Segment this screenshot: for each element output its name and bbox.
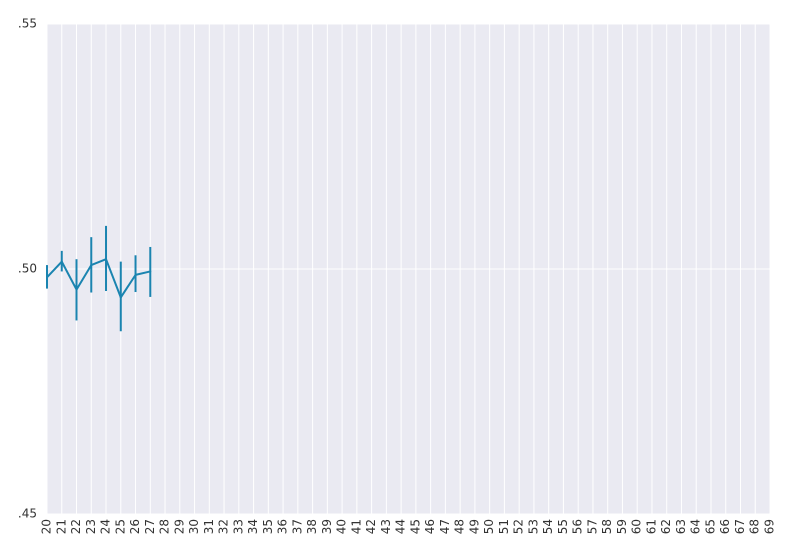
x-tick-label: 37 (290, 519, 304, 534)
y-tick-label: .55 (18, 17, 37, 31)
x-tick-label: 41 (349, 519, 363, 534)
x-tick-label: 55 (556, 519, 570, 534)
x-tick-label: 52 (512, 519, 526, 534)
x-tick-label: 23 (84, 519, 98, 534)
x-tick-label: 64 (689, 519, 703, 534)
x-tick-label: 56 (571, 519, 585, 534)
x-tick-label: 42 (364, 519, 378, 534)
x-tick-label: 48 (453, 519, 467, 534)
series-layer (46, 225, 152, 332)
x-tick-label: 49 (467, 519, 481, 534)
series-line (46, 258, 151, 299)
x-tick-label: 51 (497, 519, 511, 534)
data-point (75, 288, 78, 291)
x-tick-label: 61 (644, 519, 658, 534)
x-tick-label: 30 (187, 519, 201, 534)
x-tick-label: 53 (526, 519, 540, 534)
data-point (149, 270, 152, 273)
x-tick-label: 34 (246, 519, 260, 534)
data-point (119, 296, 122, 299)
x-tick-label: 25 (113, 519, 127, 534)
x-tick-label: 67 (733, 519, 747, 534)
x-tick-label: 33 (231, 519, 245, 534)
data-point (46, 276, 48, 279)
x-tick-label: 57 (585, 519, 599, 534)
x-tick-label: 27 (143, 519, 157, 534)
x-tick-label: 44 (394, 519, 408, 534)
x-tick-label: 21 (54, 519, 68, 534)
x-tick-label: 50 (482, 519, 496, 534)
grid-lines (46, 23, 771, 515)
x-tick-label: 66 (718, 519, 732, 534)
y-tick-label: .50 (18, 262, 37, 276)
x-tick-label: 26 (128, 519, 142, 534)
data-point (105, 258, 108, 261)
y-tick-label: .45 (18, 507, 37, 521)
x-tick-label: 36 (276, 519, 290, 534)
x-tick-label: 59 (615, 519, 629, 534)
x-tick-label: 32 (217, 519, 231, 534)
data-point (60, 260, 63, 263)
x-axis-tick-labels: 20 21 22 23 24 25 26 27 28 29 30 31 32 33 34 35 36 37 38 39… (40, 519, 777, 534)
x-tick-label: 43 (379, 519, 393, 534)
x-tick-label: 28 (158, 519, 172, 534)
x-tick-label: 63 (674, 519, 688, 534)
x-tick-label: 69 (763, 519, 777, 534)
x-tick-label: 20 (40, 519, 54, 534)
data-point (134, 273, 137, 276)
x-tick-label: 38 (305, 519, 319, 534)
y-axis-tick-labels: .55 .50 .45 (18, 17, 37, 521)
x-tick-label: 54 (541, 519, 555, 534)
x-tick-label: 24 (99, 519, 113, 534)
x-tick-label: 35 (261, 519, 275, 534)
x-tick-label: 31 (202, 519, 216, 534)
x-tick-label: 45 (408, 519, 422, 534)
x-tick-label: 68 (748, 519, 762, 534)
x-tick-label: 22 (69, 519, 83, 534)
x-tick-label: 47 (438, 519, 452, 534)
x-tick-label: 62 (659, 519, 673, 534)
x-tick-label: 65 (703, 519, 717, 534)
x-tick-label: 58 (600, 519, 614, 534)
x-tick-label: 60 (630, 519, 644, 534)
x-tick-label: 46 (423, 519, 437, 534)
x-tick-label: 40 (335, 519, 349, 534)
data-point (90, 264, 93, 267)
x-tick-label: 29 (172, 519, 186, 534)
x-tick-label: 39 (320, 519, 334, 534)
